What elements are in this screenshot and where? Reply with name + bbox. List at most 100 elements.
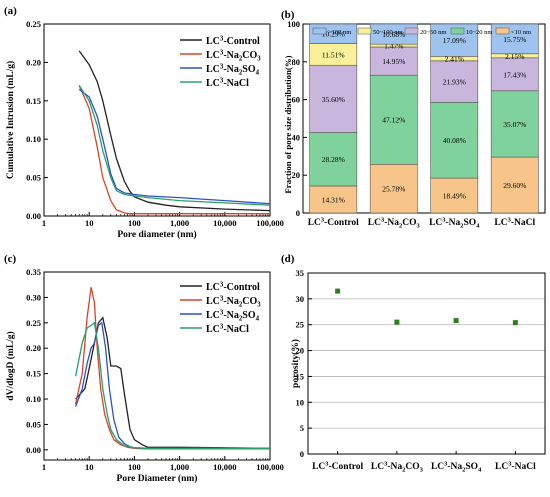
legend-swatch-b-3	[450, 27, 465, 35]
panel-letter-a: (a)	[4, 5, 17, 17]
bar-value-label: 2.41%	[445, 55, 464, 64]
scatter-point-0	[335, 288, 341, 294]
y-tick-label-a: 0.20	[26, 57, 41, 67]
bar-segment-2-0	[430, 177, 479, 214]
bar-value-label: 18.49%	[443, 192, 466, 201]
plot-frame-a	[43, 23, 271, 217]
legend-label-a-nacl: LC3-NaCl	[206, 78, 249, 90]
scatter-point-3	[512, 320, 518, 326]
bar-value-label: 2.15%	[505, 52, 524, 61]
legend-label-a-na2co3: LC3-Na2CO3	[206, 50, 261, 63]
y-tick-label-d: 35	[296, 268, 305, 278]
category-label-d-1: LC3-Na2CO3	[371, 461, 423, 474]
scatter-point-1	[394, 319, 400, 325]
bar-value-label: 21.93%	[443, 78, 466, 87]
y-tick-label-a: 0.05	[26, 173, 41, 183]
legend-swatch-b-2	[404, 27, 419, 35]
x-tick-label-a: 10,000	[213, 218, 236, 228]
legend-swatch-b-0	[312, 27, 327, 35]
y-tick-label-c: 0.35	[26, 267, 41, 277]
x-axis-title-a: Pore diameter (nm)	[117, 229, 196, 240]
category-label-b-2: LC3-Na2SO4	[429, 217, 480, 230]
bar-value-label: 47.12%	[382, 116, 405, 125]
x-tick-label-c: 10,000	[213, 462, 236, 472]
line-series-a-nacl	[78, 85, 271, 206]
y-axis-title-c: dV/dlogD (mL/g)	[5, 331, 16, 400]
category-label-b-1: LC3-Na2CO3	[368, 217, 420, 230]
x-axis-title-c: Pore Diameter (nm)	[117, 473, 198, 484]
legend-swatch-b-1	[357, 27, 372, 35]
legend-label-c-na2co3: LC3-Na2CO3	[206, 296, 261, 309]
legend-label-b-0: >100 nm	[328, 29, 351, 36]
y-tick-label-c: 0.05	[26, 419, 41, 429]
x-tick-label-a: 1,000	[170, 218, 189, 228]
bar-segment-3-2	[490, 57, 539, 92]
y-axis-title-d: porosity(%)	[290, 339, 301, 388]
line-series-a-na2co3	[78, 85, 270, 215]
plot-frame-d	[307, 272, 546, 455]
y-tick-label-c: 0.10	[26, 394, 41, 404]
line-series-a-control	[78, 50, 271, 212]
x-tick-label-c: 100	[128, 462, 141, 472]
bar-value-label: 25.78%	[382, 185, 405, 194]
y-tick-label-a: 0.25	[26, 19, 41, 29]
y-tick-label-a: 0.00	[26, 211, 41, 221]
category-label-d-3: LC3-NaCl	[495, 461, 536, 472]
x-tick-label-c: 100,000	[256, 462, 284, 472]
y-tick-label-d: 10	[296, 397, 305, 407]
legend-label-b-1: 50~100 nm	[373, 29, 403, 36]
line-series-c-nacl	[74, 321, 270, 449]
legend-label-a-na2so4: LC3-Na2SO4	[206, 64, 260, 77]
bar-value-label: 10.29%	[322, 30, 345, 39]
line-series-c-na2co3	[74, 287, 270, 450]
bar-value-label: 17.09%	[443, 36, 466, 45]
bar-value-label: 15.75%	[503, 35, 526, 44]
y-tick-label-d: 30	[296, 294, 305, 304]
y-tick-label-b: 100	[287, 19, 300, 29]
y-tick-label-c: 0.25	[26, 318, 41, 328]
bar-value-label: 11.51%	[322, 50, 345, 59]
legend-label-b-2: 20~50 nm	[420, 29, 446, 36]
bar-segment-0-1	[309, 132, 358, 187]
category-label-d-2: LC3-Na2SO4	[431, 461, 482, 474]
line-series-c-na2so4	[74, 321, 270, 449]
y-axis-title-a: Cumulative Intrusion (mL/g)	[5, 61, 16, 179]
x-tick-label-c: 1,000	[170, 462, 189, 472]
category-label-d-0: LC3-Control	[312, 461, 363, 472]
bar-segment-2-2	[430, 60, 479, 103]
y-tick-label-c: 0.30	[26, 292, 41, 302]
bar-segment-0-2	[309, 64, 358, 133]
bar-value-label: 1.47%	[384, 42, 403, 51]
bar-segment-2-4	[430, 23, 479, 57]
legend-label-c-na2so4: LC3-Na2SO4	[206, 310, 260, 323]
legend-label-c-control: LC3-Control	[206, 282, 260, 294]
bar-segment-3-1	[490, 90, 539, 158]
bar-segment-0-0	[309, 185, 358, 214]
bar-value-label: 28.28%	[322, 155, 345, 164]
bar-value-label: 10.68%	[382, 30, 405, 39]
x-tick-label-a: 100	[128, 218, 141, 228]
panel-letter-c: (c)	[4, 253, 17, 265]
line-series-a-na2so4	[78, 88, 271, 205]
y-tick-label-c: 0.15	[26, 369, 41, 379]
plot-frame-c	[43, 271, 271, 461]
bar-segment-1-1	[369, 74, 418, 165]
panel-letter-d: (d)	[281, 253, 295, 265]
y-tick-label-d: 5	[300, 423, 304, 433]
y-tick-label-a: 0.15	[26, 96, 41, 106]
y-tick-label-c: 0.20	[26, 343, 41, 353]
y-tick-label-d: 15	[296, 371, 305, 381]
y-tick-label-c: 0.00	[26, 445, 41, 455]
x-tick-label-a: 10	[85, 218, 94, 228]
bar-segment-2-1	[430, 102, 479, 179]
y-axis-title-b: Fraction of pore size distribution(%)	[283, 55, 293, 193]
y-tick-label-b: 60	[292, 95, 301, 105]
y-tick-label-b: 40	[292, 132, 301, 142]
panel-letter-b: (b)	[281, 9, 295, 21]
x-tick-label-c: 10	[85, 462, 94, 472]
bar-value-label: 14.31%	[322, 195, 345, 204]
bar-value-label: 40.08%	[443, 136, 466, 145]
bar-value-label: 29.60%	[503, 181, 526, 190]
legend-label-a-control: LC3-Control	[206, 36, 260, 48]
